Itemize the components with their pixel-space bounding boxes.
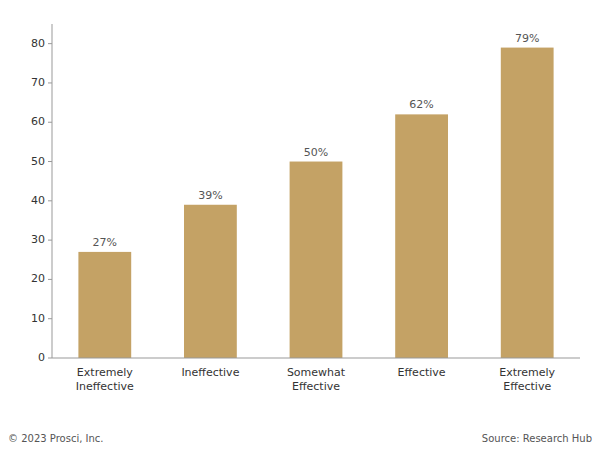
y-tick [48,279,52,280]
x-tick-label-line: Ineffective [76,380,134,393]
y-tick-label: 60 [31,115,45,128]
y-tick [48,82,52,83]
bar [290,162,343,358]
x-tick-label: ExtremelyEffective [499,366,555,393]
y-tick-label: 10 [31,312,45,325]
y-axis-line [52,24,53,358]
y-tick [48,200,52,201]
chart-container: 01020304050607080ExtremelyIneffectiveIne… [0,0,600,450]
data-label: 79% [515,32,539,45]
y-tick [48,358,52,359]
x-tick-label: Ineffective [181,366,239,379]
x-tick-label: SomewhatEffective [287,366,346,393]
data-label: 39% [198,189,222,202]
y-tick-label: 80 [31,37,45,50]
footer: © 2023 Prosci, Inc. Source: Research Hub [8,433,592,444]
y-tick-label: 40 [31,194,45,207]
y-tick [48,122,52,123]
x-tick-label-line: Extremely [77,366,133,379]
footer-annotation: Source: Research Hub [482,433,592,444]
x-tick-label-line: Somewhat [287,366,346,379]
data-label: 62% [409,98,433,111]
axes: 01020304050607080ExtremelyIneffectiveIne… [31,24,580,393]
y-tick [48,43,52,44]
y-tick [48,161,52,162]
y-tick [48,240,52,241]
data-label: 50% [304,146,328,159]
y-tick-label: 20 [31,272,45,285]
bar [78,252,131,358]
y-tick-label: 70 [31,76,45,89]
x-axis-line [52,358,580,359]
x-tick-label: ExtremelyIneffective [76,366,134,393]
x-tick-label-line: Effective [292,380,340,393]
bar [501,48,554,358]
x-tick-label: Effective [398,366,446,379]
bar [395,114,448,358]
x-tick-label-line: Effective [398,366,446,379]
bars [78,48,553,358]
y-tick-label: 50 [31,155,45,168]
y-tick [48,318,52,319]
y-tick-label: 0 [38,351,45,364]
bar [184,205,237,358]
x-tick-label-line: Ineffective [181,366,239,379]
chart-svg: 01020304050607080ExtremelyIneffectiveIne… [0,0,600,450]
y-tick-label: 30 [31,233,45,246]
x-tick-label-line: Effective [503,380,551,393]
x-tick-label-line: Extremely [499,366,555,379]
background [0,0,600,450]
data-labels: 27% 39% 50% 62% 79% [93,32,540,249]
data-label: 27% [93,236,117,249]
footer-annotation: © 2023 Prosci, Inc. [8,433,103,444]
page: {"chart_data": {"type": "bar", "categori… [0,0,600,450]
